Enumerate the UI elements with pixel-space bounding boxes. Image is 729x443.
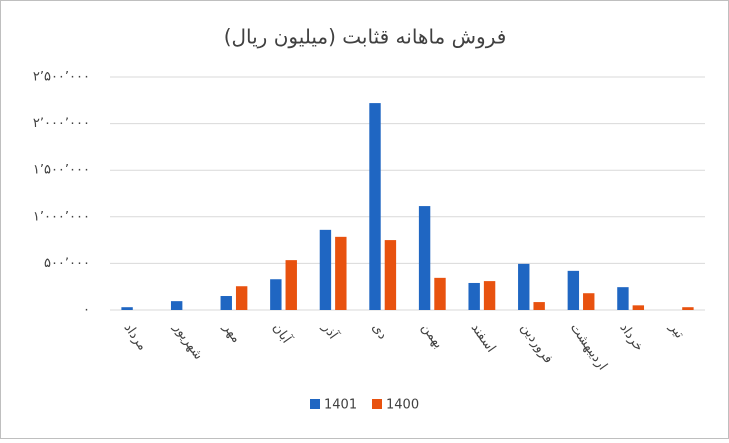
bar [518, 263, 530, 310]
y-tick-label: ۵۰۰٬۰۰۰ [44, 256, 90, 271]
legend-swatch [310, 399, 320, 409]
bar [319, 229, 332, 310]
bar [235, 286, 248, 310]
bar [384, 240, 397, 310]
bar [170, 301, 183, 310]
bar [468, 282, 480, 310]
bar [335, 236, 347, 310]
bar [533, 302, 545, 310]
bar [220, 296, 232, 310]
bar [270, 279, 282, 310]
bar [682, 307, 694, 310]
bar [617, 287, 629, 310]
bar [285, 260, 297, 310]
y-tick-label: ۱٬۰۰۰٬۰۰۰ [33, 209, 90, 224]
bar [434, 277, 446, 310]
y-tick-label: ۱٬۵۰۰٬۰۰۰ [33, 163, 90, 178]
bar [632, 305, 645, 310]
y-tick-label: ۲٬۰۰۰٬۰۰۰ [33, 116, 90, 131]
bar [583, 293, 595, 310]
bar [369, 103, 381, 310]
y-tick-label: ۰ [83, 303, 90, 318]
legend-label: 1401 [324, 398, 357, 413]
y-tick-label: ۲٬۵۰۰٬۰۰۰ [33, 70, 90, 85]
legend-label: 1400 [386, 398, 419, 413]
bar [418, 206, 431, 310]
bar [483, 281, 496, 310]
bar [567, 270, 580, 310]
bar [121, 307, 133, 310]
chart-title: فروش ماهانه قثابت (میلیون ریال) [224, 25, 507, 49]
legend-swatch [372, 399, 382, 409]
